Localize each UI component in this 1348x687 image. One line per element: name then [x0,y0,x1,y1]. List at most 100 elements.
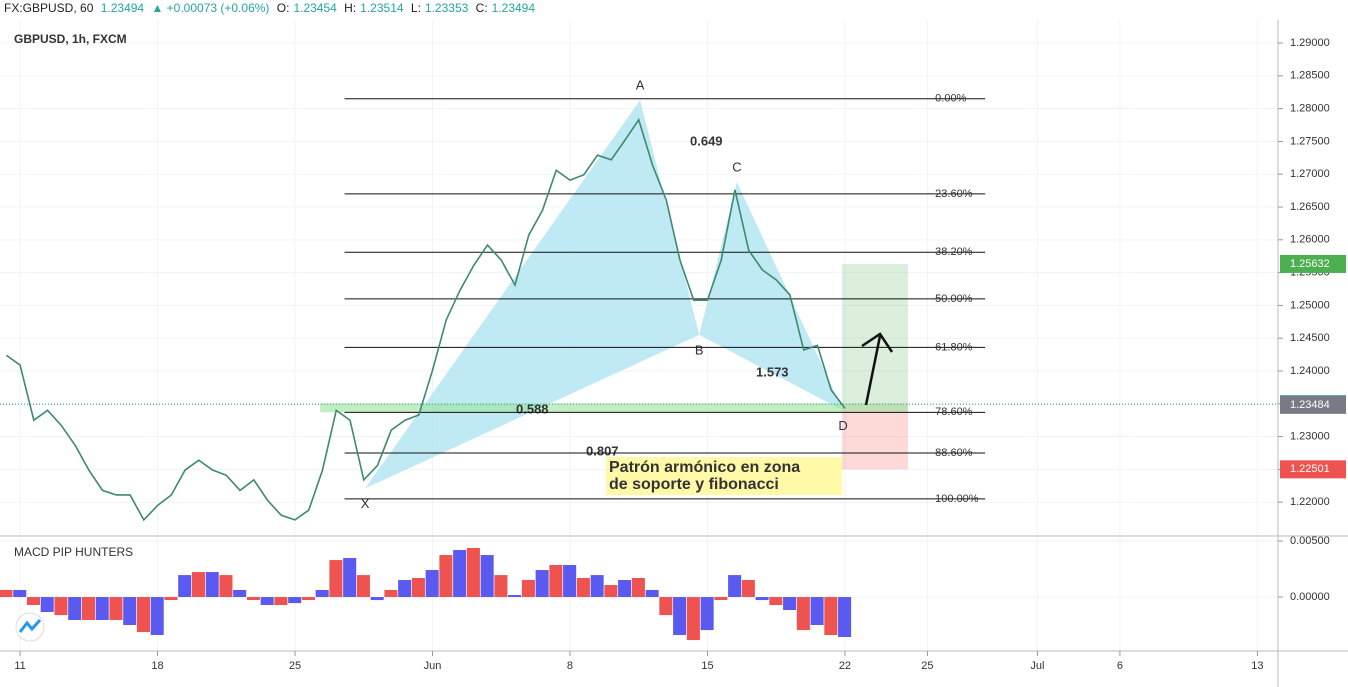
macd-bar [673,597,687,635]
fib-label: 100.00% [935,493,979,505]
macd-bar [425,570,439,598]
low-label: L: [410,1,421,15]
macd-bar [274,597,288,605]
macd-bar [480,555,494,598]
macd-bar [178,575,192,598]
x-tick-label: 6 [1117,660,1123,672]
fib-label: 78.60% [935,406,973,418]
change: ▲ +0.00073 (+0.06%) [151,1,270,15]
macd-bar [604,585,618,598]
macd-bar [123,597,137,626]
last: 1.23494 [100,1,145,15]
y-tick-label: 1.24500 [1290,332,1330,344]
pattern-label: A [636,78,645,93]
y-tick-label: 1.24000 [1290,365,1330,377]
macd-bar [439,555,453,598]
macd-bar [783,597,797,611]
y-tick-label: 1.26500 [1290,201,1330,213]
x-tick-label: 22 [839,660,851,672]
price-label-box [1280,460,1346,479]
indicator-title: MACD PIP HUNTERS [14,545,133,559]
fib-label: 0.00% [935,93,966,105]
price-label-box [1280,254,1346,273]
fib-label: 50.00% [935,293,973,305]
annotation-box [606,457,842,495]
open: 1.23454 [293,1,337,15]
macd-bar [810,597,824,626]
macd-bar [219,575,233,598]
macd-bar [301,597,315,601]
pattern-label: D [838,418,847,433]
macd-bar [769,597,783,605]
y-tick-label: 1.27000 [1290,168,1330,180]
macd-bar [329,560,343,598]
macd-bar [521,580,535,598]
macd-bar [645,589,659,598]
macd-bar [755,597,769,601]
low: 1.23353 [424,1,469,15]
y-tick-label: 1.23000 [1290,431,1330,443]
x-tick-label: 15 [701,660,713,672]
y-tick-label: 1.26000 [1290,234,1330,246]
header: FX:GBPUSD, 60 1.23494 ▲ +0.00073 (+0.06%… [4,0,539,18]
y-tick-label: 0.00500 [1290,535,1330,547]
price-line [5,117,846,522]
macd-bar [26,597,41,605]
macd-bar [288,597,302,604]
macd-bar [343,558,357,598]
y-tick-label: 1.25000 [1290,299,1330,311]
macd-bar [508,595,522,598]
macd-bar [590,575,604,598]
macd-bar [356,575,370,598]
macd-bar [466,547,480,598]
macd-bar [618,580,632,598]
macd-bar [398,580,412,598]
x-tick-label: 25 [921,660,933,672]
macd-bar [714,597,728,601]
macd-bar [150,597,164,635]
x-tick-label: 18 [151,660,163,672]
annotation: Patrón armónico en zona [609,459,800,476]
pattern-label: B [695,342,704,357]
macd-bar [81,597,95,620]
support-zone [320,403,908,413]
macd-bar [576,577,590,598]
pattern-label: X [361,496,370,511]
macd-bar [54,597,68,616]
macd-bar [411,577,425,598]
x-tick-label: Jun [424,660,442,672]
macd-bar [40,597,54,613]
macd-bar [728,575,742,598]
macd-bar [453,549,467,598]
pattern-triangle [365,100,700,489]
annotation: de soporte y fibonacci [609,476,779,493]
target-zone [841,263,908,405]
macd-bar [631,577,645,598]
macd-bar [13,589,27,598]
x-tick-label: Jul [1030,660,1044,672]
macd-bar [95,597,109,620]
macd-bar [838,597,852,638]
macd-bar [260,597,274,605]
macd-bar [549,564,563,598]
macd-bar [315,589,329,598]
y-tick-label: 1.28000 [1290,103,1330,115]
x-tick-label: 11 [14,660,25,672]
stop-zone [841,404,908,470]
macd-bar [563,564,577,598]
symbol: FX:GBPUSD, 60 [4,1,94,15]
macd-bar [700,597,714,631]
ratio: 0.588 [516,401,549,416]
macd-bar [246,597,260,601]
macd-bar [233,589,247,598]
pattern-triangle [699,182,844,411]
price-label: 1.23484 [1290,399,1330,411]
macd-bar [535,570,549,598]
price-label: 1.22501 [1290,463,1330,475]
pattern-label: C [732,160,741,175]
x-tick-label: 13 [1251,660,1263,672]
fib-label: 61.80% [935,341,973,353]
macd-bar [796,597,810,631]
